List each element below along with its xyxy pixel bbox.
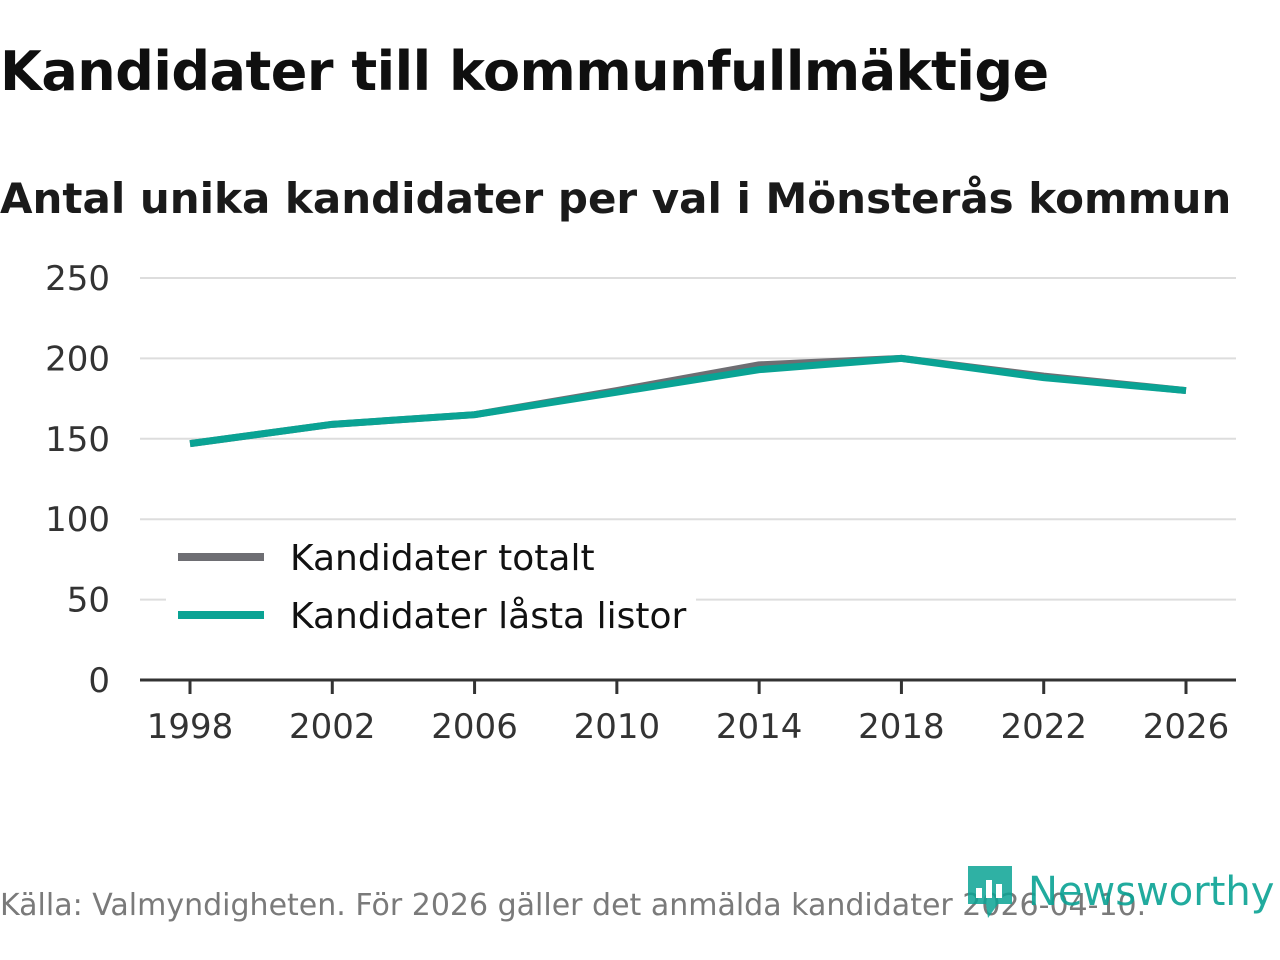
legend: Kandidater totalt Kandidater låsta listor [166,522,696,644]
brand-name: Newsworthy [1028,869,1275,915]
brand-logo: Newsworthy [964,862,1274,922]
chart-subtitle: Antal unika kandidater per val i Mönster… [0,174,1232,223]
x-tick-label: 2002 [289,707,376,747]
series-lines [189,354,1187,448]
y-tick-label: 200 [45,339,110,379]
y-tick-label: 100 [45,500,110,540]
series-line-kandidater-lasta-listor [189,354,1187,448]
y-axis-tick-labels: 0 50 100 150 200 250 [45,259,110,701]
x-tick-label: 2014 [716,707,803,747]
chart-title: Kandidater till kommunfullmäktige [0,40,1049,103]
x-tick-label: 1998 [147,707,234,747]
x-axis-tick-labels: 1998 2002 2006 2010 2014 2018 2022 2026 [147,707,1230,747]
legend-label: Kandidater låsta listor [290,596,686,637]
x-tick-label: 2010 [574,707,661,747]
source-note: Källa: Valmyndigheten. För 2026 gäller d… [0,888,1147,923]
y-tick-label: 250 [45,259,110,299]
x-tick-label: 2022 [1000,707,1087,747]
x-axis [140,678,1236,694]
legend-label: Kandidater totalt [290,538,595,579]
x-tick-label: 2026 [1143,707,1230,747]
y-tick-label: 0 [88,661,110,701]
y-tick-label: 150 [45,420,110,460]
series-line-kandidater-totalt [189,354,1187,448]
legend-background [166,522,696,644]
x-tick-label: 2006 [431,707,518,747]
y-tick-label: 50 [67,581,110,621]
x-tick-label: 2018 [858,707,945,747]
newsworthy-logo-icon [968,866,1012,918]
